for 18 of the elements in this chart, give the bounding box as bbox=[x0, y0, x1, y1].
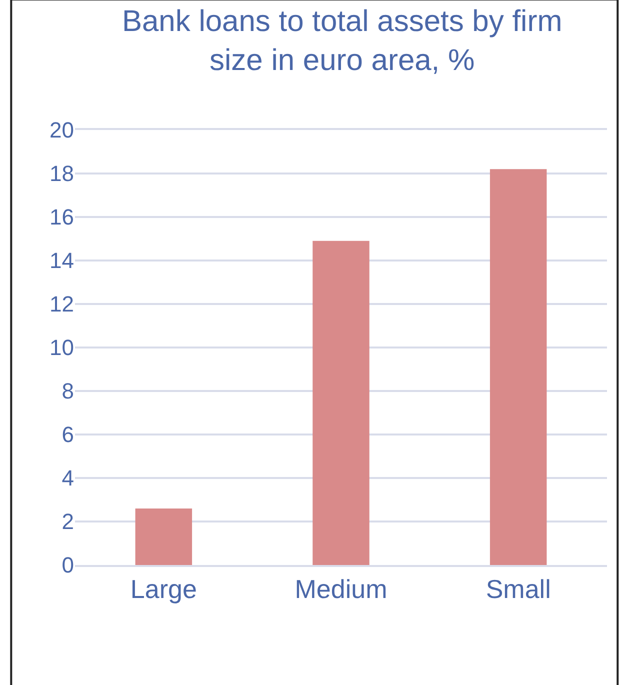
y-tick-label: 8 bbox=[62, 378, 74, 404]
y-tick-label: 14 bbox=[50, 248, 74, 274]
y-tick-label: 0 bbox=[62, 552, 74, 578]
y-tick-label: 20 bbox=[50, 118, 74, 143]
bar bbox=[490, 169, 547, 565]
x-tick-label: Medium bbox=[294, 574, 388, 604]
x-tick-label: Small bbox=[486, 574, 551, 604]
y-tick-label: 4 bbox=[62, 466, 74, 491]
x-tick-label: Large bbox=[130, 574, 197, 604]
y-tick-label: 18 bbox=[50, 161, 74, 186]
y-tick-label: 10 bbox=[50, 335, 74, 360]
bar bbox=[135, 508, 192, 565]
bar bbox=[312, 240, 370, 565]
y-tick-label: 16 bbox=[50, 204, 74, 230]
chart-title: Bank loans to total assets by firm size in euro area, % bbox=[122, 4, 562, 77]
y-tick-label: 12 bbox=[50, 292, 74, 317]
y-tick-label: 6 bbox=[62, 422, 74, 448]
y-tick-label: 2 bbox=[62, 509, 74, 534]
